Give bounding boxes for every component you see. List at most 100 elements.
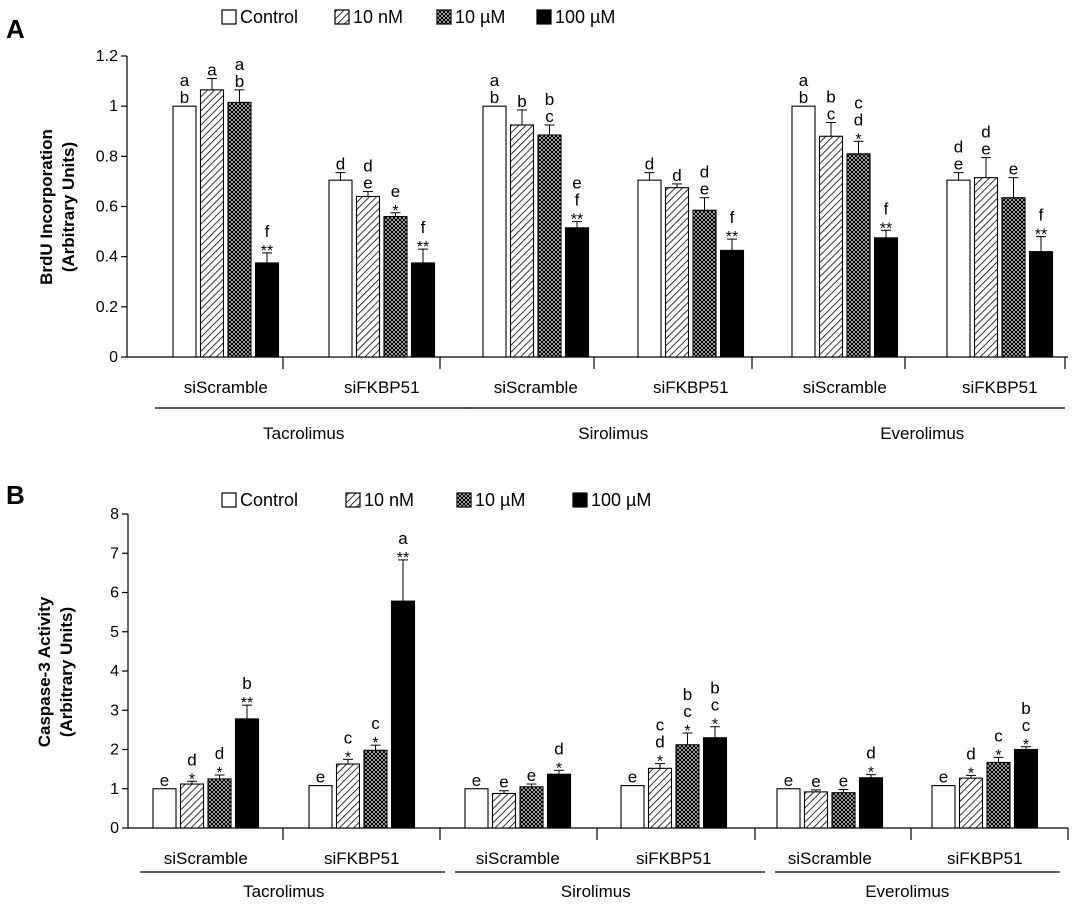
panel-b-drug-label: Sirolimus	[561, 882, 631, 901]
panel-a-significance-stars: *	[392, 203, 398, 220]
panel-b-legend-label-3: 100 µM	[591, 490, 651, 510]
panel-b-significance-stars: *	[995, 747, 1001, 764]
panel-b-bar	[1013, 748, 1039, 829]
panel-b-group-letter: d	[866, 744, 875, 763]
panel-a-group-letter: d	[854, 110, 863, 129]
panel-a-group-letter: a	[180, 71, 190, 90]
panel-b-significance-stars: *	[657, 754, 663, 771]
panel-a-ylabel-line2: (Arbitrary Units)	[59, 142, 78, 272]
panel-a-group-letter: b	[490, 88, 499, 107]
panel-b-drug-label: Tacrolimus	[243, 882, 324, 901]
panel-a-bar	[719, 249, 745, 358]
panel-a-legend-label-3: 100 µM	[555, 7, 615, 27]
panel-a-bar	[355, 195, 381, 358]
panel-a-group-letter: e	[700, 180, 709, 199]
panel-a-group-letter: f	[575, 191, 580, 210]
panel-a-significance-stars: **	[261, 243, 273, 260]
panel-b-bar	[308, 785, 333, 829]
panel-a-subgroup-label: siFKBP51	[344, 378, 420, 397]
panel-b-group-letter: c	[344, 728, 353, 747]
panel-b-bar	[207, 778, 232, 829]
panel-a-significance-stars: **	[880, 220, 892, 237]
panel-a-significance-stars: **	[571, 212, 583, 229]
panel-a-bar	[873, 237, 899, 358]
panel-a-group-letter: d	[363, 156, 372, 175]
panel-b-y-tick-label: 2	[110, 742, 119, 759]
panel-b-group-letter: d	[554, 739, 563, 758]
panel-a-group-letter: d	[954, 138, 963, 157]
panel-b-group-letter: c	[1022, 716, 1031, 735]
panel-b-group-letter: c	[711, 696, 720, 715]
panel-a-legend-label-0: Control	[240, 7, 298, 27]
panel-b-group-letter: e	[472, 771, 481, 790]
panel-b-label: B	[6, 480, 25, 510]
panel-a-bar	[537, 134, 562, 358]
panel-a-significance-stars: **	[417, 239, 429, 256]
panel-b-group-letter: e	[527, 766, 536, 785]
panel-b-y-tick-label: 8	[110, 506, 119, 523]
panel-a-group-letter: a	[207, 61, 217, 80]
panel-a-legend-swatch-0	[221, 9, 237, 25]
panel-b-ylabel-line1: Caspase-3 Activity	[35, 596, 54, 747]
panel-a-bar	[846, 153, 871, 358]
panel-a-drug-label: Tacrolimus	[263, 424, 344, 443]
panel-b-bar	[702, 737, 728, 829]
panel-a-significance-stars: **	[726, 229, 738, 246]
panel-b-legend-label-1: 10 nM	[364, 490, 414, 510]
panel-a-y-tick-label: 0.4	[96, 249, 118, 266]
panel-b-subgroup-label: siFKBP51	[324, 849, 400, 868]
panel-a-legend-swatch-3	[536, 9, 552, 25]
panel-a-subgroup-label: siScramble	[803, 378, 887, 397]
panel-a-group-letter: b	[799, 88, 808, 107]
panel-b-group-letter: c	[656, 716, 665, 735]
panel-b-ylabel-line2: (Arbitrary Units)	[57, 607, 76, 737]
panel-b-group-letter: c	[683, 702, 692, 721]
panel-a-ylabel-line1: BrdU Incorporation	[37, 129, 56, 285]
panel-b-bar	[620, 785, 645, 829]
panel-a-bar	[1001, 197, 1026, 358]
panel-a-legend-label-2: 10 µM	[455, 7, 505, 27]
panel-b-bar	[390, 600, 416, 829]
panel-a-y-tick-label: 0.2	[96, 299, 118, 316]
panel-b-group-letter: e	[784, 771, 793, 790]
panel-b-legend-label-0: Control	[240, 490, 298, 510]
panel-a-bar	[328, 179, 353, 358]
panel-b-legend: Control 10 nM 10 µM 100 µM	[221, 490, 651, 510]
panel-a-bar	[973, 177, 999, 358]
panel-b-subgroup-label: siScramble	[164, 849, 248, 868]
panel-a-y-tick-label: 1	[109, 98, 118, 115]
panel-b-bar	[234, 718, 260, 829]
panel-b-significance-stars: *	[372, 735, 378, 752]
panel-b-y-tick-label: 1	[110, 781, 119, 798]
panel-a-legend-swatch-2	[436, 9, 452, 25]
panel-a-bar	[199, 89, 225, 358]
panel-b-group-letter: e	[839, 772, 848, 791]
panel-a-group-letter: b	[545, 90, 554, 109]
panel-a-bar	[254, 262, 280, 358]
panel-a-group-letter: b	[826, 87, 835, 106]
panel-b-significance-stars: *	[189, 771, 195, 788]
panel-a-group-letter: e	[363, 173, 372, 192]
panel-b-bar	[776, 788, 801, 829]
panel-a-group-letter: e	[391, 182, 400, 201]
panel-a-group-letter: e	[954, 155, 963, 174]
panel-b-bar	[519, 786, 544, 829]
panel-a-bar	[227, 101, 252, 358]
panel-b-group-letter: d	[966, 744, 975, 763]
panel-b-significance-stars: *	[1023, 737, 1029, 754]
panel-b-subgroup-label: siFKBP51	[947, 849, 1023, 868]
panel-a-bar	[172, 105, 197, 358]
panel-a-bar	[410, 262, 436, 358]
panel-b-group-letter: d	[655, 733, 664, 752]
panel-a-label: A	[6, 14, 25, 44]
panel-a-bar	[383, 215, 408, 358]
panel-b-bar	[491, 792, 517, 829]
panel-b-bar	[931, 785, 956, 829]
panel-b-significance-stars: *	[556, 760, 562, 777]
panel-a-legend: Control 10 nM 10 µM 100 µM	[221, 7, 615, 27]
panel-a-group-letter: e	[572, 174, 581, 193]
panel-a-bar	[1028, 251, 1054, 358]
panel-b-significance-stars: **	[241, 695, 253, 712]
panel-a-subgroup-label: siScramble	[184, 378, 268, 397]
